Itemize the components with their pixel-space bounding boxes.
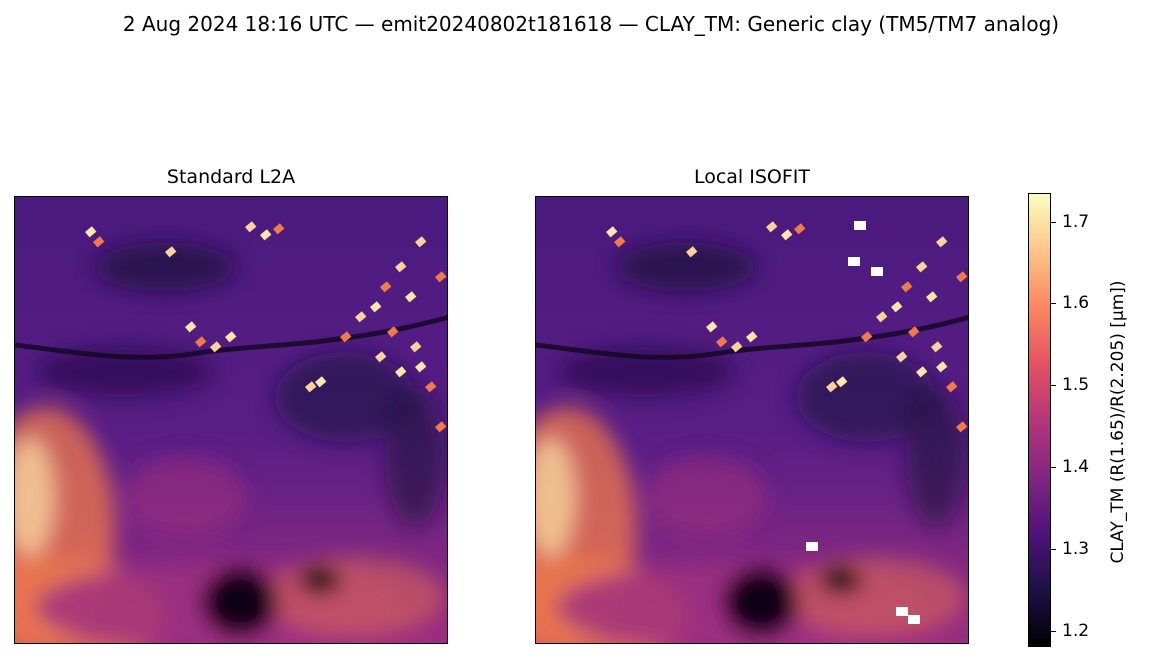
colorbar-tick-label: 1.5 <box>1062 375 1090 396</box>
colorbar-tick <box>1051 221 1056 223</box>
colorbar <box>1028 193 1051 647</box>
colorbar-tick-label: 1.3 <box>1062 538 1090 559</box>
figure-suptitle: 2 Aug 2024 18:16 UTC — emit20240802t1816… <box>122 12 1060 36</box>
colorbar-tick <box>1051 385 1056 387</box>
colorbar-tick-label: 1.4 <box>1062 457 1090 478</box>
panel-title-local: Local ISOFIT <box>693 166 811 188</box>
colorbar-tick-label: 1.7 <box>1062 211 1090 232</box>
colorbar-tick <box>1051 630 1056 632</box>
colorbar-tick <box>1051 548 1056 550</box>
heatmap-standard-l2a <box>14 196 448 644</box>
heatmap-local-isofit <box>535 196 969 644</box>
colorbar-tick <box>1051 303 1056 305</box>
colorbar-tick <box>1051 467 1056 469</box>
colorbar-tick-label: 1.2 <box>1062 620 1090 641</box>
heatmap-local-isofit-image <box>536 197 968 643</box>
heatmap-standard-l2a-image <box>15 197 447 643</box>
colorbar-title: CLAY_TM (R(1.65)/R(2.205) [µm]) <box>1108 280 1128 564</box>
colorbar-tick-label: 1.6 <box>1062 293 1090 314</box>
panel-title-standard: Standard L2A <box>166 166 296 188</box>
